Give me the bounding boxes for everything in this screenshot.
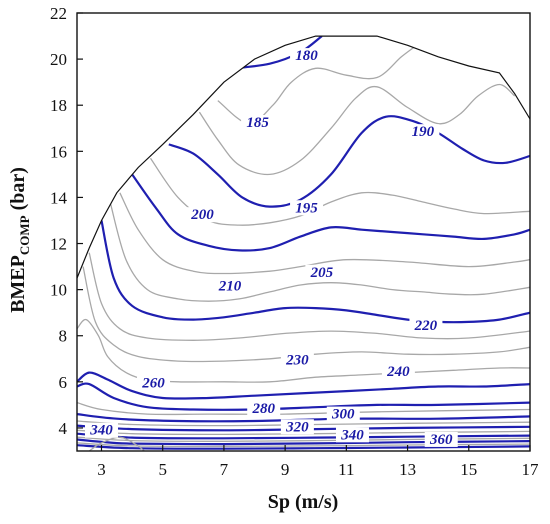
contour-label-185: 185	[246, 115, 269, 131]
contour-label-bg-340-21	[335, 427, 369, 443]
contour-label-340: 340	[89, 423, 113, 439]
contour-label-200: 200	[190, 207, 214, 223]
y-tick-label-4: 4	[59, 419, 68, 438]
x-tick-label-15: 15	[460, 460, 477, 479]
y-tick-label-20: 20	[50, 50, 67, 69]
y-tick-label-10: 10	[50, 281, 67, 300]
contour-label-340: 340	[340, 427, 364, 443]
contour-line-230	[77, 318, 530, 383]
contour-label-bg-230-11	[280, 352, 314, 368]
contour-label-bg-180-0	[290, 48, 324, 64]
y-axis-title-sub: COMP	[17, 215, 32, 255]
contour-label-bg-240-12	[381, 363, 415, 379]
y-axis-title: BMEPCOMP (bar)	[7, 167, 32, 313]
y-tick-label-12: 12	[50, 235, 67, 254]
contour-line-210	[100, 220, 530, 324]
x-tick-label-17: 17	[522, 460, 540, 479]
axis-ticks: 3 5 7 9 11 13 15 17 4 6 8 10 12 14 16 18 20 22	[50, 4, 539, 479]
boundary-mask	[77, 13, 530, 279]
contour-label-bg-360-23	[424, 431, 458, 447]
contour-line-200	[131, 173, 530, 252]
x-axis-title: Sp (m/s)	[268, 491, 339, 513]
contour-label-260: 260	[141, 375, 165, 391]
y-tick-label-18: 18	[50, 96, 67, 115]
contour-label-bg-220-10	[409, 317, 443, 333]
x-tick-label-3: 3	[97, 460, 106, 479]
operating-boundary	[76, 13, 531, 279]
contour-line-180	[232, 35, 323, 70]
contour-label-320: 320	[285, 419, 309, 435]
contour-labels: 180 185 190 195 200 205 210 220 230 240 260 280 300 3…	[84, 48, 458, 448]
contour-label-210: 210	[218, 279, 242, 295]
contour-label-bg-190-3	[406, 124, 440, 140]
y-tick-label-22: 22	[50, 4, 67, 23]
y-tick-label-6: 6	[59, 373, 68, 392]
contour-line-minor-6	[119, 192, 530, 275]
contour-label-230: 230	[285, 352, 309, 368]
contour-line-190	[168, 115, 530, 208]
contour-label-205: 205	[310, 265, 334, 281]
contour-line-340	[88, 436, 145, 451]
contour-line-260	[77, 382, 530, 411]
contour-label-bg-320-19	[280, 419, 314, 435]
contour-label-280: 280	[251, 401, 275, 417]
contour-label-bg-300-17	[326, 406, 360, 422]
y-tick-label-14: 14	[50, 188, 68, 207]
x-tick-label-7: 7	[220, 460, 229, 479]
y-tick-label-16: 16	[50, 142, 67, 161]
plot-frame	[76, 12, 531, 452]
boundary-line	[76, 35, 531, 279]
contour-line-360	[77, 444, 530, 450]
contour-line-185	[198, 83, 516, 176]
contour-label-bg-280-15	[247, 400, 281, 416]
contour-label-bg-340-24	[84, 422, 118, 438]
contour-label-bg-195-4	[290, 200, 324, 216]
x-tick-label-13: 13	[399, 460, 416, 479]
contour-label-190: 190	[412, 124, 435, 140]
contour-label-195: 195	[295, 200, 318, 216]
plot-border	[76, 12, 531, 452]
contour-label-300: 300	[331, 407, 355, 423]
x-tick-label-5: 5	[158, 460, 167, 479]
contour-line-minor-14	[77, 401, 530, 416]
contour-line-minor-9	[88, 252, 530, 341]
contour-line-220	[82, 266, 530, 363]
contour-line-240	[77, 371, 530, 400]
contour-label-240: 240	[386, 364, 410, 380]
contour-label-bg-205-7	[305, 264, 339, 280]
x-tick-label-11: 11	[338, 460, 354, 479]
contour-label-bg-210-8	[213, 278, 247, 294]
contour-label-360: 360	[429, 432, 453, 448]
y-axis-title-unit: (bar)	[7, 167, 29, 215]
x-tick-label-9: 9	[281, 460, 290, 479]
y-tick-label-8: 8	[59, 327, 68, 346]
contour-line-280	[77, 413, 530, 423]
contour-label-bg-185-2	[241, 114, 275, 130]
contour-label-bg-260-13	[137, 375, 171, 391]
contour-label-bg-200-5	[185, 207, 219, 223]
contour-label-180: 180	[295, 48, 318, 64]
contour-line-205	[110, 204, 530, 302]
y-axis-title-main: BMEP	[7, 255, 29, 313]
contour-label-220: 220	[414, 318, 438, 334]
